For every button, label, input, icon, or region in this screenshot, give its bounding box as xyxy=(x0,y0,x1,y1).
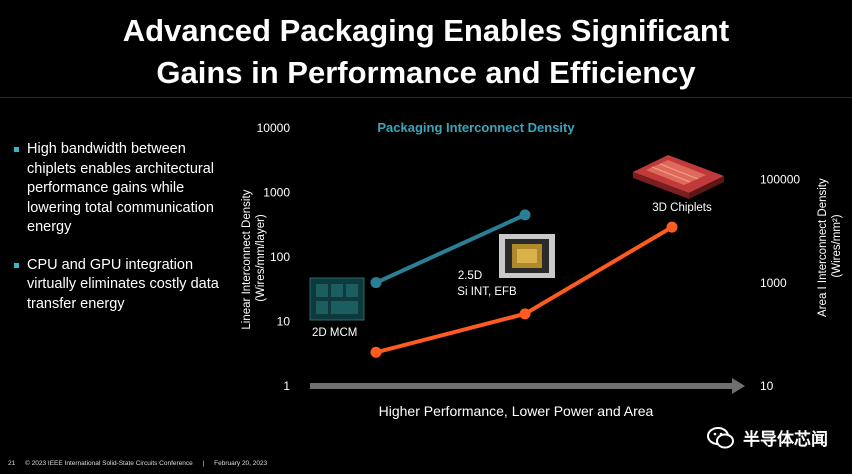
y-label-left-line2: (Wires/mm/layer) xyxy=(255,214,267,302)
right-tick-labels: 100000 1000 10 xyxy=(760,173,800,393)
3d-chiplets-package-icon xyxy=(633,155,724,199)
right-tick-label: 1000 xyxy=(760,276,787,290)
y-label-right-line1: Area I Interconnect Density xyxy=(817,178,829,317)
left-tick-label: 1 xyxy=(283,379,290,393)
series-2-point xyxy=(519,308,531,320)
footer-separator: | xyxy=(202,460,205,467)
page-number: 21 xyxy=(8,460,16,467)
wechat-icon xyxy=(707,426,734,448)
y-axis-label-left: Linear Interconnect Density (Wires/mm/la… xyxy=(241,186,267,329)
y-label-left-line1: Linear Interconnect Density xyxy=(241,189,253,329)
slide-footer: 21 © 2023 IEEE International Solid-State… xyxy=(8,460,275,467)
x-axis-label: Higher Performance, Lower Power and Area xyxy=(379,403,654,419)
bullet-marker-icon xyxy=(14,147,19,152)
category-label-2d-mcm: 2D MCM xyxy=(312,327,357,339)
footer-date: February 20, 2023 xyxy=(214,460,268,467)
series-1-point xyxy=(519,209,531,221)
series-2-point xyxy=(370,346,382,358)
2d-mcm-package-icon xyxy=(309,277,365,321)
2-5d-package-icon xyxy=(499,234,555,278)
y-label-right-line2: (Wires/mm²) xyxy=(831,214,843,277)
footer-copyright: © 2023 IEEE International Solid-State Ci… xyxy=(25,460,193,467)
left-tick-label: 10 xyxy=(277,315,291,329)
title-line-1: Advanced Packaging Enables Significant xyxy=(122,13,730,48)
left-tick-label: 10000 xyxy=(257,121,291,135)
bullet-list: High bandwidth between chiplets enables … xyxy=(14,140,234,332)
chart-title: Packaging Interconnect Density xyxy=(377,120,575,135)
category-label-3d-chiplets: 3D Chiplets xyxy=(652,202,712,214)
bullet-text: CPU and GPU integration virtually elimin… xyxy=(27,256,219,312)
series-2-point xyxy=(666,221,678,233)
left-tick-label: 100 xyxy=(270,250,290,264)
right-tick-label: 10 xyxy=(760,379,774,393)
series-layer xyxy=(370,209,678,358)
y-axis-label-right: Area I Interconnect Density (Wires/mm²) xyxy=(817,175,843,317)
series-line-1 xyxy=(375,213,526,285)
bullet-marker-icon xyxy=(14,262,19,268)
bullet-item: CPU and GPU integration virtually elimin… xyxy=(14,256,234,315)
bullet-item: High bandwidth between chiplets enables … xyxy=(14,140,234,238)
wechat-watermark: 半导体芯闻 xyxy=(707,425,828,450)
title-line-2: Gains in Performance and Efficiency xyxy=(156,55,696,90)
title-divider xyxy=(0,97,852,98)
x-axis-arrowhead-icon xyxy=(732,378,745,394)
category-label-si-int-efb: Si INT, EFB xyxy=(457,286,517,298)
slide-title: Advanced Packaging Enables Significant G… xyxy=(0,10,852,94)
left-tick-label: 1000 xyxy=(263,186,290,200)
right-tick-label: 100000 xyxy=(760,173,800,187)
bullet-text: High bandwidth between chiplets enables … xyxy=(27,141,214,235)
series-1-point xyxy=(370,277,382,289)
watermark-text: 半导体芯闻 xyxy=(743,430,828,449)
left-tick-labels: 10000 1000 100 10 1 xyxy=(257,121,291,393)
category-label-2-5d: 2.5D xyxy=(458,270,482,282)
